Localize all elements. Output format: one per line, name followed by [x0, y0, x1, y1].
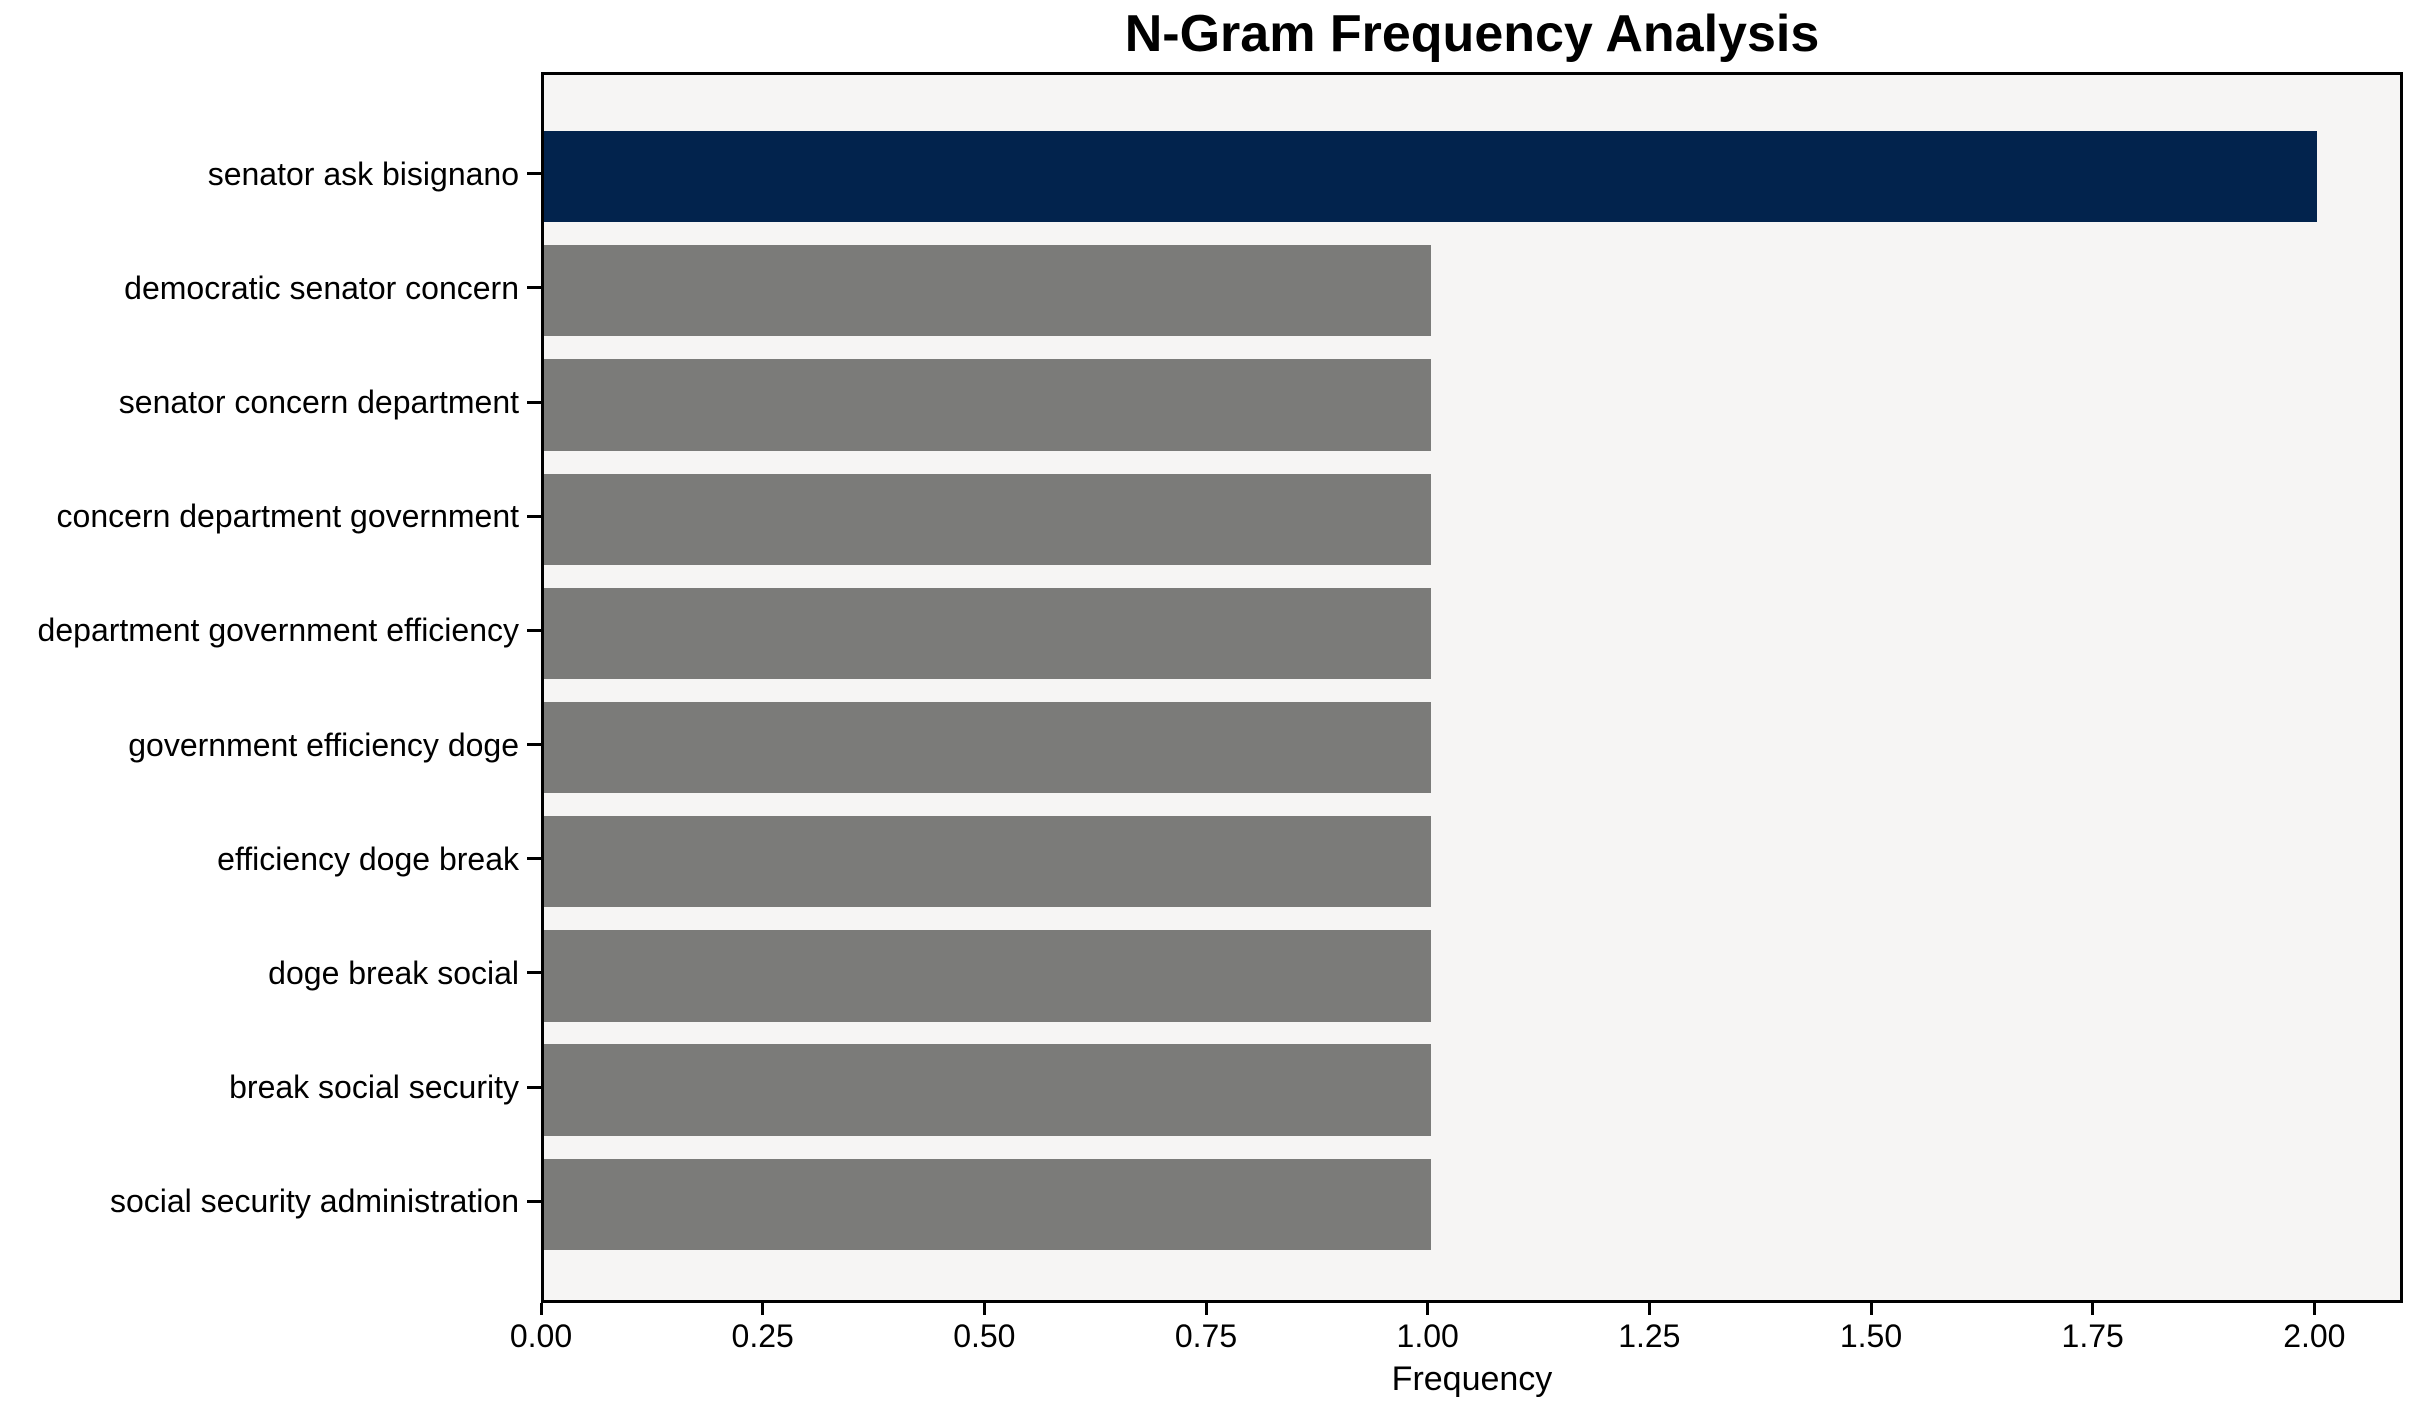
x-tick-mark	[539, 1303, 543, 1315]
y-tick-mark	[527, 971, 541, 975]
y-tick-label: government efficiency doge	[128, 726, 519, 763]
x-tick-label: 1.25	[1618, 1318, 1681, 1354]
y-tick-label: concern department government	[56, 498, 519, 535]
bar-senator-concern-department	[544, 359, 1431, 451]
bar-efficiency-doge-break	[544, 816, 1431, 908]
x-tick-mark	[761, 1303, 765, 1315]
x-tick-mark	[2312, 1303, 2316, 1315]
x-tick-label: 1.75	[2061, 1318, 2124, 1354]
x-tick-label: 0.75	[1174, 1318, 1238, 1354]
x-tick-label: 0.50	[953, 1318, 1016, 1354]
chart-title: N-Gram Frequency Analysis	[1124, 5, 1820, 63]
bar-concern-department-government	[544, 473, 1431, 565]
x-tick-mark	[1869, 1303, 1873, 1315]
x-tick-mark	[1647, 1303, 1651, 1315]
y-tick-mark	[527, 514, 541, 518]
y-tick-label: department government efficiency	[37, 612, 519, 649]
x-tick-label: 0.25	[731, 1318, 794, 1354]
y-tick-mark	[527, 628, 541, 632]
x-tick-mark	[982, 1303, 986, 1315]
bar-social-security-administration	[544, 1158, 1431, 1251]
x-tick-mark	[1204, 1303, 1208, 1315]
x-tick-label: 1.00	[1396, 1318, 1459, 1354]
y-tick-mark	[527, 743, 541, 747]
bar-senator-ask-bisignano	[544, 130, 2318, 223]
y-tick-label: break social security	[229, 1069, 519, 1106]
x-tick-label: 2.00	[2283, 1318, 2346, 1354]
plot-area	[541, 72, 2403, 1303]
y-tick-mark	[527, 857, 541, 861]
y-tick-label: democratic senator concern	[124, 269, 519, 306]
x-tick-mark	[1426, 1303, 1430, 1315]
y-tick-label: social security administration	[109, 1183, 519, 1220]
y-tick-mark	[527, 172, 541, 176]
y-tick-label: efficiency doge break	[217, 840, 519, 877]
x-tick-label: 1.50	[1839, 1318, 1903, 1354]
y-tick-label: senator concern department	[118, 384, 519, 421]
bar-government-efficiency-doge	[544, 701, 1431, 794]
bar-break-social-security	[544, 1044, 1431, 1136]
bar-doge-break-social	[544, 930, 1431, 1022]
x-tick-label: 0.00	[509, 1318, 573, 1354]
bar-democratic-senator-concern	[544, 245, 1431, 337]
y-tick-mark	[527, 400, 541, 404]
y-tick-mark	[527, 1199, 541, 1203]
bar-department-government-efficiency	[544, 587, 1431, 680]
x-tick-mark	[2091, 1303, 2095, 1315]
y-tick-mark	[527, 1085, 541, 1089]
y-tick-label: senator ask bisignano	[207, 155, 519, 192]
x-axis-label: Frequency	[1391, 1360, 1553, 1398]
y-tick-label: doge break social	[268, 954, 519, 991]
y-tick-mark	[527, 286, 541, 290]
